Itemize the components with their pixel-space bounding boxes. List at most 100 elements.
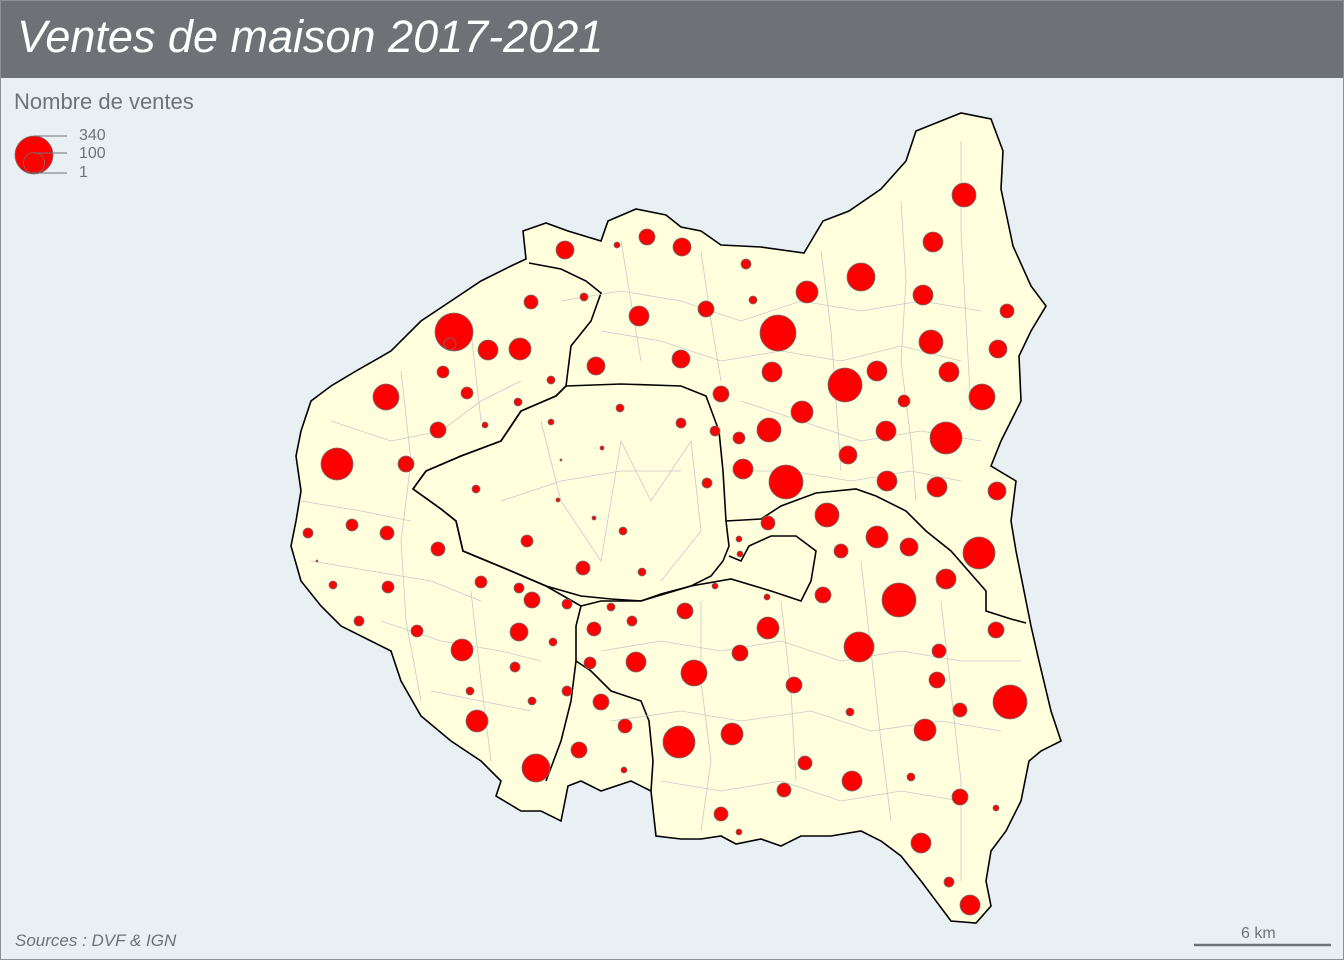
scale-label: 6 km — [1241, 925, 1276, 942]
commune-sales-circle — [999, 303, 1015, 319]
commune-sales-circle — [523, 294, 539, 310]
commune-sales-circle — [555, 497, 561, 503]
commune-sales-circle — [617, 718, 633, 734]
commune-sales-circle — [638, 228, 656, 246]
border-val-de-marne — [580, 535, 817, 607]
commune-sales-circle — [732, 431, 746, 445]
commune-sales-circle — [471, 484, 481, 494]
commune-sales-circle — [579, 292, 589, 302]
commune-sales-circle — [881, 582, 917, 618]
commune-sales-circle — [555, 240, 575, 260]
commune-sales-circle — [912, 284, 934, 306]
commune-sales-circle — [671, 349, 691, 369]
legend-circle-100 — [23, 152, 45, 174]
commune-sales-circle — [353, 615, 365, 627]
commune-sales-circle — [561, 598, 573, 610]
border-paris — [411, 383, 730, 602]
commune-sales-circle — [768, 464, 804, 500]
commune-sales-circle — [785, 676, 803, 694]
commune-sales-circle — [481, 421, 489, 429]
commune-sales-circle — [430, 541, 446, 557]
commune-sales-circle — [952, 702, 968, 718]
commune-sales-circle — [841, 770, 863, 792]
commune-sales-circle — [731, 644, 749, 662]
commune-sales-circle — [626, 615, 638, 627]
commune-sales-circle — [845, 707, 855, 717]
commune-sales-circle — [429, 421, 447, 439]
commune-sales-circle — [701, 477, 713, 489]
commune-sales-circle — [951, 182, 977, 208]
commune-sales-circle — [756, 616, 780, 640]
commune-sales-circle — [913, 718, 937, 742]
commune-sales-circle — [618, 526, 628, 536]
source-note: Sources : DVF & IGN — [15, 931, 177, 950]
commune-sales-circle — [843, 631, 875, 663]
commune-sales-circle — [521, 753, 551, 783]
legend-title: Nombre de ventes — [14, 89, 194, 114]
commune-sales-circle — [838, 445, 858, 465]
commune-sales-circle — [992, 684, 1028, 720]
commune-sales-circle — [676, 602, 694, 620]
legend-value-340: 340 — [79, 127, 106, 144]
commune-sales-circle — [735, 828, 743, 836]
commune-sales-circle — [951, 788, 969, 806]
commune-sales-circle — [372, 383, 400, 411]
commune-sales-circle — [760, 515, 776, 531]
commune-sales-circle — [527, 696, 537, 706]
commune-sales-circle — [918, 329, 944, 355]
commune-sales-circle — [992, 804, 1000, 812]
commune-sales-circle — [477, 339, 499, 361]
commune-sales-circle — [672, 237, 692, 257]
commune-sales-circle — [875, 420, 897, 442]
commune-sales-circle — [795, 280, 819, 304]
commune-sales-circle — [968, 383, 996, 411]
commune-sales-circle — [740, 258, 752, 270]
commune-sales-circle — [711, 582, 719, 590]
legend-symbols — [14, 135, 67, 175]
commune-sales-circle — [697, 300, 715, 318]
commune-sales-circle — [846, 262, 876, 292]
commune-sales-circle — [474, 575, 488, 589]
commune-sales-circle — [922, 231, 944, 253]
commune-sales-circle — [906, 772, 916, 782]
map-title: Ventes de maison 2017-2021 — [17, 11, 604, 62]
commune-sales-circle — [712, 385, 730, 403]
commune-sales-circle — [513, 397, 523, 407]
commune-sales-circle — [959, 894, 981, 916]
legend-value-100: 100 — [79, 145, 106, 162]
territory-outline — [290, 112, 1062, 924]
commune-sales-circle — [931, 643, 947, 659]
commune-sales-circle — [620, 766, 628, 774]
commune-sales-circle — [987, 621, 1005, 639]
commune-sales-circle — [720, 722, 744, 746]
commune-sales-circle — [987, 481, 1007, 501]
commune-sales-circle — [559, 458, 563, 462]
commune-sales-circle — [713, 806, 729, 822]
legend-value-1: 1 — [79, 164, 88, 181]
commune-sales-circle — [436, 365, 450, 379]
commune-sales-circle — [381, 580, 395, 594]
commune-sales-circle — [675, 417, 687, 429]
commune-sales-circle — [962, 536, 996, 570]
commune-sales-circle — [547, 418, 555, 426]
commune-sales-circle — [833, 543, 849, 559]
commune-sales-circle — [929, 421, 963, 455]
commune-sales-circle — [379, 525, 395, 541]
commune-sales-circle — [460, 386, 474, 400]
commune-sales-circle — [592, 693, 610, 711]
border-essonne — [575, 660, 654, 792]
commune-sales-circle — [586, 356, 606, 376]
commune-sales-circle — [759, 314, 797, 352]
commune-sales-circle — [876, 470, 898, 492]
commune-sales-circle — [637, 567, 647, 577]
commune-sales-circle — [570, 741, 588, 759]
commune-sales-circle — [508, 337, 532, 361]
commune-sales-circle — [748, 295, 758, 305]
commune-sales-circle — [615, 403, 625, 413]
commune-sales-circle — [520, 534, 534, 548]
commune-sales-circle — [938, 361, 960, 383]
commune-sales-circle — [397, 455, 415, 473]
commune-sales-circle — [735, 535, 743, 543]
commune-sales-circle — [523, 591, 541, 609]
